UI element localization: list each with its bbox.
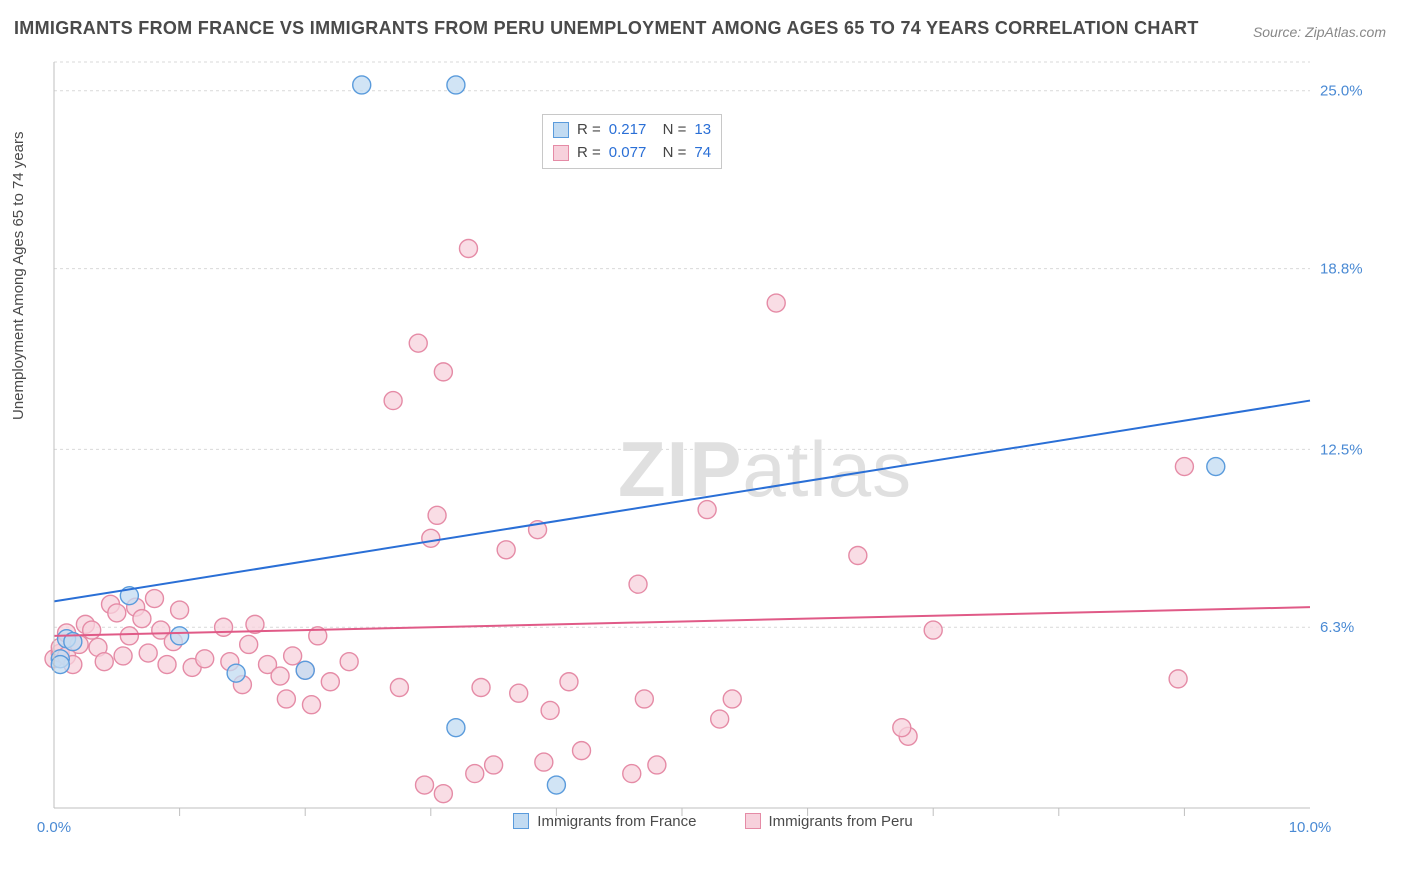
stat-label: N = <box>654 119 686 142</box>
swatch-france <box>553 122 569 138</box>
swatch-france <box>513 813 529 829</box>
legend-item-peru: Immigrants from Peru <box>745 813 913 830</box>
watermark-text: ZIPatlas <box>618 425 912 513</box>
stat-r-peru: 0.077 <box>609 142 647 165</box>
source-attribution: Source: ZipAtlas.com <box>1253 24 1386 40</box>
stat-label: N = <box>654 142 686 165</box>
legend-item-france: Immigrants from France <box>513 813 696 830</box>
swatch-peru <box>553 145 569 161</box>
scatter-plot-svg: ZIPatlas 6.3%12.5%18.8%25.0%0.0%10.0% <box>48 56 1378 836</box>
stats-row-peru: R = 0.077 N = 74 <box>553 142 711 165</box>
chart-area: ZIPatlas 6.3%12.5%18.8%25.0%0.0%10.0% R … <box>48 56 1378 836</box>
correlation-stats-box: R = 0.217 N = 13 R = 0.077 N = 74 <box>542 114 722 169</box>
stats-row-france: R = 0.217 N = 13 <box>553 119 711 142</box>
chart-title: IMMIGRANTS FROM FRANCE VS IMMIGRANTS FRO… <box>14 18 1199 39</box>
stat-n-france: 13 <box>694 119 711 142</box>
swatch-peru <box>745 813 761 829</box>
stat-label: R = <box>577 119 601 142</box>
svg-text:25.0%: 25.0% <box>1320 83 1363 100</box>
y-axis-label: Unemployment Among Ages 65 to 74 years <box>10 131 27 420</box>
svg-text:6.3%: 6.3% <box>1320 619 1354 636</box>
svg-text:12.5%: 12.5% <box>1320 441 1363 458</box>
stat-n-peru: 74 <box>694 142 711 165</box>
legend: Immigrants from France Immigrants from P… <box>48 806 1378 836</box>
svg-text:18.8%: 18.8% <box>1320 261 1363 278</box>
stat-r-france: 0.217 <box>609 119 647 142</box>
legend-label: Immigrants from Peru <box>769 813 913 830</box>
legend-label: Immigrants from France <box>537 813 696 830</box>
stat-label: R = <box>577 142 601 165</box>
